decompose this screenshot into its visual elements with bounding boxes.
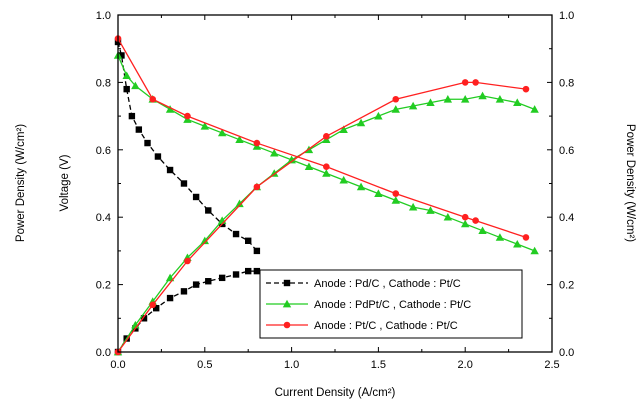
series-1-power-point <box>374 112 382 120</box>
series-1-voltage-point <box>478 226 486 234</box>
series-0-voltage-point <box>233 231 239 237</box>
series-1-voltage-point <box>530 247 538 255</box>
x-tick-label: 0.0 <box>110 359 125 371</box>
series-1-voltage-point <box>409 203 417 211</box>
legend-marker-2 <box>284 322 291 329</box>
series-0-power-point <box>245 268 251 274</box>
series-1-voltage-point <box>461 220 469 228</box>
series-2-voltage-point <box>462 214 469 221</box>
x-tick-label: 1.5 <box>371 359 386 371</box>
series-0-power-line <box>118 271 257 352</box>
series-0-power-point <box>254 268 260 274</box>
series-1-voltage-point <box>305 162 313 170</box>
series-2-power-point <box>323 133 330 140</box>
series-1-voltage-point <box>339 176 347 184</box>
series-0-voltage-point <box>123 86 129 92</box>
y-tick-label-left: 0.4 <box>96 212 111 224</box>
series-0-voltage-point <box>155 153 161 159</box>
series-2-voltage-point <box>472 217 479 224</box>
series-1-voltage-point <box>513 240 521 248</box>
series-2-power-point <box>392 96 399 103</box>
x-tick-label: 0.5 <box>197 359 212 371</box>
series-2-voltage-line <box>118 39 526 238</box>
series-2-power-point <box>523 86 530 93</box>
series-2-power-point <box>184 258 191 265</box>
series-0-voltage-point <box>136 126 142 132</box>
series-2-power-point <box>149 302 156 309</box>
series-0-voltage-point <box>205 207 211 213</box>
series-0-power-point <box>181 288 187 294</box>
series-2-voltage-point <box>149 96 156 103</box>
series-2-voltage-point <box>323 163 330 170</box>
series-1-voltage-point <box>122 71 130 79</box>
legend-label-2: Anode : Pt/C , Cathode : Pt/C <box>314 320 458 332</box>
series-0-voltage-line <box>118 42 257 251</box>
series-1-voltage-point <box>322 169 330 177</box>
series-0-power-point <box>233 271 239 277</box>
x-axis-title: Current Density (A/cm²) <box>275 387 396 399</box>
x-tick-label: 1.0 <box>284 359 299 371</box>
series-1-voltage-point <box>444 213 452 221</box>
series-1-voltage-point <box>392 196 400 204</box>
series-0-power-point <box>205 278 211 284</box>
x-tick-label: 2.0 <box>458 359 473 371</box>
series-2-voltage-point <box>254 140 261 147</box>
series-2-power-point <box>462 79 469 86</box>
series-1-power-point <box>530 105 538 113</box>
series-0-voltage-point <box>129 113 135 119</box>
legend-marker-0 <box>284 280 290 286</box>
series-1-power-point <box>478 92 486 100</box>
series-2-power-point <box>472 79 479 86</box>
y-axis-title-outer-left: Power Density (W/cm²) <box>15 124 27 242</box>
y-tick-label-right: 0.8 <box>559 77 574 89</box>
y-axis-title-voltage: Voltage (V) <box>59 154 71 211</box>
y-axis-title-right: Power Density (W/cm²) <box>624 124 636 242</box>
series-2-voltage-point <box>523 234 530 241</box>
series-2-power-point <box>254 184 261 191</box>
series-0-power-point <box>167 295 173 301</box>
y-tick-label-left: 1.0 <box>96 10 111 22</box>
series-1-voltage-line <box>118 55 535 250</box>
y-tick-label-left: 0.8 <box>96 77 111 89</box>
series-0-voltage-point <box>167 167 173 173</box>
series-0-voltage-point <box>144 140 150 146</box>
legend-label-0: Anode : Pd/C , Cathode : Pt/C <box>314 278 461 290</box>
x-tick-label: 2.5 <box>544 359 559 371</box>
series-2-voltage-point <box>184 113 191 120</box>
y-tick-label-right: 0.6 <box>559 145 574 157</box>
series-0-power-point <box>193 281 199 287</box>
series-0-voltage-point <box>181 180 187 186</box>
y-tick-label-right: 0.0 <box>559 347 574 359</box>
y-tick-label-left: 0.0 <box>96 347 111 359</box>
series-1-voltage-point <box>357 183 365 191</box>
y-tick-label-right: 0.4 <box>559 212 574 224</box>
y-tick-label-right: 1.0 <box>559 10 574 22</box>
series-0-voltage-point <box>193 194 199 200</box>
series-2-voltage-point <box>392 190 399 197</box>
series-0-power-point <box>219 275 225 281</box>
y-tick-label-right: 0.2 <box>559 280 574 292</box>
y-tick-label-left: 0.2 <box>96 280 111 292</box>
series-0-voltage-point <box>245 238 251 244</box>
series-1-voltage-point <box>496 233 504 241</box>
legend-label-1: Anode : PdPt/C , Cathode : Pt/C <box>314 299 471 311</box>
series-1-voltage-point <box>374 189 382 197</box>
series-0-voltage-point <box>254 248 260 254</box>
y-tick-label-left: 0.6 <box>96 145 111 157</box>
